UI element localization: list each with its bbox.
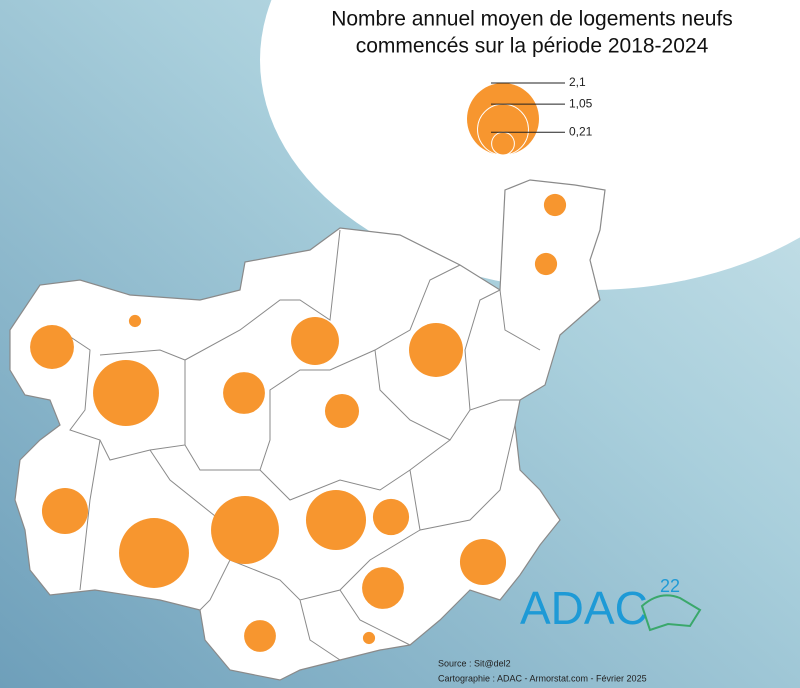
proportional-circle (362, 567, 404, 609)
proportional-circle (30, 325, 74, 369)
legend-label: 1,05 (569, 96, 593, 110)
proportional-circle (119, 518, 189, 588)
title-line: commencés sur la période 2018-2024 (356, 35, 709, 58)
proportional-circle (362, 631, 376, 645)
circles (30, 193, 567, 652)
source: Source : Sit@del2 (438, 658, 511, 668)
proportional-circle (534, 252, 558, 276)
proportional-circle (459, 538, 507, 586)
legend: 2,1 1,05 0,21 (467, 75, 593, 156)
proportional-circle (223, 372, 265, 414)
title-line: Nombre annuel moyen de logements neufs (331, 8, 733, 31)
proportional-circle (324, 393, 360, 429)
legend-circle (467, 83, 539, 155)
proportional-circle (211, 496, 279, 564)
proportional-circle (291, 317, 339, 365)
legend-panel (260, 0, 800, 290)
legend-label: 2,1 (569, 75, 586, 89)
proportional-circle (409, 323, 463, 377)
proportional-circle (305, 489, 367, 551)
proportional-circle (244, 620, 276, 652)
logo-text: ADAC (520, 582, 648, 634)
proportional-circle (93, 360, 159, 426)
proportional-circle (128, 314, 142, 328)
credits: Cartographie : ADAC - Armorstat.com - Fé… (438, 673, 647, 683)
proportional-circle (543, 193, 567, 217)
logo-shape (640, 594, 702, 632)
proportional-circle (41, 487, 89, 535)
legend-label: 0,21 (569, 124, 593, 138)
proportional-circle (372, 498, 410, 536)
logo-number: 22 (660, 576, 680, 596)
